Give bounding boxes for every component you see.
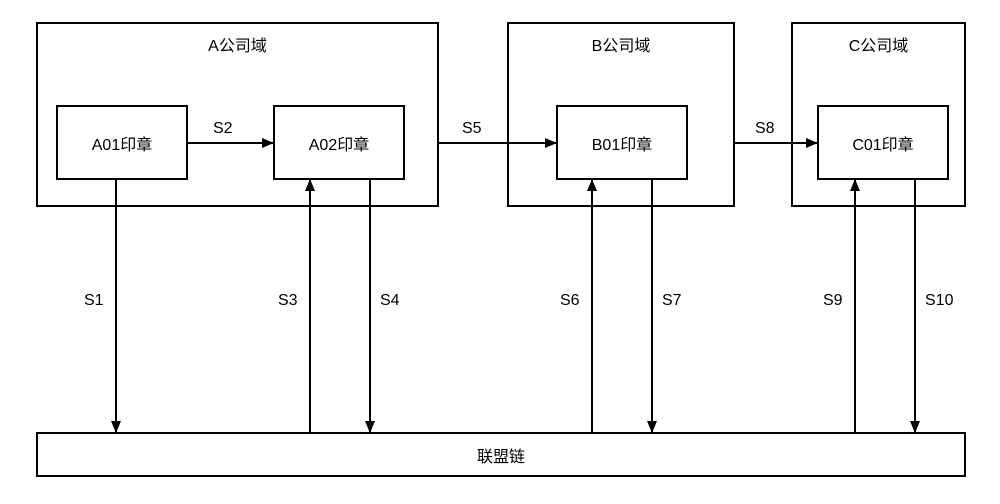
edge-s9-label: S9 <box>823 292 843 310</box>
node-b01-label: B01印章 <box>592 131 652 155</box>
chain-label: 联盟链 <box>477 443 525 467</box>
node-a02: A02印章 <box>273 105 405 180</box>
domain-c-label: C公司域 <box>793 32 964 56</box>
edge-s6-label: S6 <box>560 292 580 310</box>
edge-s7-label: S7 <box>662 292 682 310</box>
node-a01: A01印章 <box>56 105 188 180</box>
edge-s1-label: S1 <box>84 292 104 310</box>
edge-s4-label: S4 <box>380 292 400 310</box>
diagram-canvas: A公司域 B公司域 C公司域 A01印章 A02印章 B01印章 C01印章 联… <box>0 0 1000 504</box>
edge-s2-label: S2 <box>213 120 233 138</box>
edge-s3-label: S3 <box>278 292 298 310</box>
edge-s8-label: S8 <box>755 120 775 138</box>
node-c01: C01印章 <box>817 105 949 180</box>
domain-b-label: B公司域 <box>509 32 733 56</box>
chain-box: 联盟链 <box>36 432 966 477</box>
domain-a-label: A公司域 <box>38 32 437 56</box>
node-a01-label: A01印章 <box>92 131 152 155</box>
node-b01: B01印章 <box>556 105 688 180</box>
edge-s5-label: S5 <box>462 120 482 138</box>
edge-s10-label: S10 <box>925 292 953 310</box>
node-c01-label: C01印章 <box>852 131 913 155</box>
node-a02-label: A02印章 <box>309 131 369 155</box>
